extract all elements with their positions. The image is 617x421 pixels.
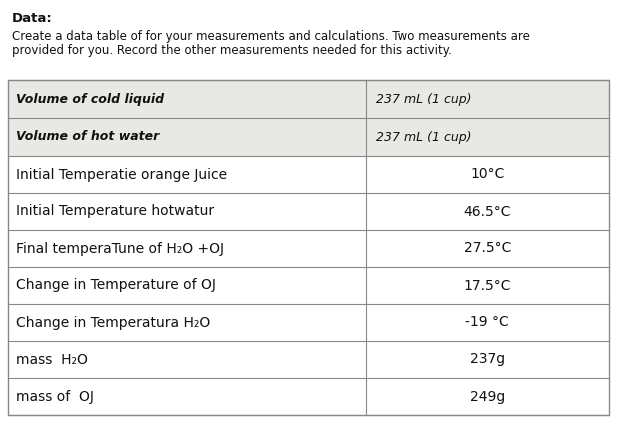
Bar	[8, 118, 609, 156]
Text: mass of  OJ: mass of OJ	[16, 389, 94, 403]
Text: 17.5°C: 17.5°C	[463, 279, 511, 293]
Bar	[8, 80, 609, 415]
Text: 10°C: 10°C	[470, 168, 505, 181]
Text: 46.5°C: 46.5°C	[463, 205, 511, 218]
Text: 249g: 249g	[470, 389, 505, 403]
Text: Initial Temperatie orange Juice: Initial Temperatie orange Juice	[16, 168, 227, 181]
Text: 27.5°C: 27.5°C	[463, 242, 511, 256]
Text: Change in Temperatura H₂O: Change in Temperatura H₂O	[16, 315, 210, 330]
Text: mass  H₂O: mass H₂O	[16, 352, 88, 367]
Text: Create a data table of for your measurements and calculations. Two measurements : Create a data table of for your measurem…	[12, 30, 530, 43]
Text: Final temperaTune of H₂O +OJ: Final temperaTune of H₂O +OJ	[16, 242, 224, 256]
Text: 237g: 237g	[470, 352, 505, 367]
Text: Volume of hot water: Volume of hot water	[16, 131, 159, 144]
Text: Volume of cold liquid: Volume of cold liquid	[16, 93, 164, 106]
Text: Change in Temperature of OJ: Change in Temperature of OJ	[16, 279, 216, 293]
Bar	[8, 80, 609, 415]
Text: Data:: Data:	[12, 12, 52, 25]
Text: provided for you. Record the other measurements needed for this activity.: provided for you. Record the other measu…	[12, 44, 452, 57]
Text: -19 °C: -19 °C	[465, 315, 509, 330]
Text: 237 mL (1 cup): 237 mL (1 cup)	[376, 93, 471, 106]
Bar	[8, 80, 609, 118]
Text: 237 mL (1 cup): 237 mL (1 cup)	[376, 131, 471, 144]
Text: Initial Temperature hotwatur: Initial Temperature hotwatur	[16, 205, 214, 218]
